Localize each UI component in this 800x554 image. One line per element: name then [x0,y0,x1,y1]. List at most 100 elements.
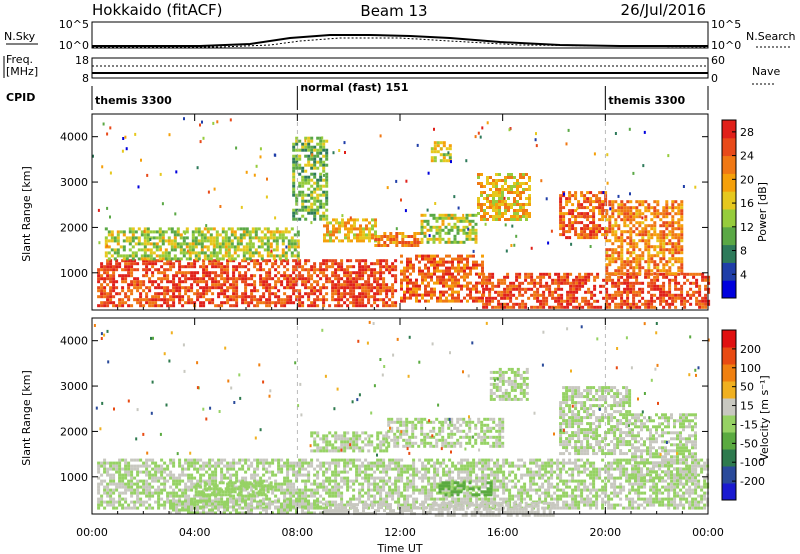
power-cell [671,278,675,282]
power-cell [202,268,206,272]
power-cell [310,289,314,293]
velocity-cell [334,500,338,504]
power-cell [160,304,164,308]
power-cell [595,224,599,228]
power-cell [239,239,243,243]
power-cell [524,290,528,294]
power-cell [501,203,504,206]
velocity-cell [220,479,224,483]
power-cell [316,181,320,185]
velocity-cell [325,485,329,489]
velocity-cell [328,491,332,495]
power-cell [480,209,483,212]
velocity-cell [277,470,281,474]
power-cell [528,176,531,179]
velocity-cell [145,464,149,468]
power-cell [530,293,534,297]
velocity-cell [394,464,398,468]
velocity-cell [130,494,134,498]
power-cell [404,235,408,238]
power-cell [611,284,615,288]
power-cell [310,136,314,140]
power-cell [468,213,472,217]
velocity-cell [109,500,113,504]
velocity-cell [217,497,221,501]
power-cell [245,248,249,252]
power-cell [304,259,308,263]
power-cell [513,182,516,185]
power-cell [163,268,167,272]
power-cell [398,241,402,244]
velocity-cell [325,461,329,465]
velocity-cell [97,467,101,471]
power-cell [394,265,398,269]
power-cell [668,239,672,243]
power-cell [495,215,498,218]
power-cell [307,175,311,179]
velocity-cell [286,482,290,486]
power-cell [337,280,341,284]
power-cell [680,302,684,306]
date-title: 26/Jul/2016 [621,1,706,19]
power-cell [662,248,666,252]
power-cell [106,292,110,296]
power-cell [577,206,581,210]
power-cell [486,176,489,179]
power-cell [268,259,272,263]
power-cell [202,304,206,308]
power-cell [361,268,365,272]
power-cell [103,268,107,272]
power-cell [623,224,627,228]
power-cell [289,277,293,281]
power-cell [128,242,132,246]
velocity-cell [367,485,371,489]
velocity-cell [109,461,113,465]
power-scatter-cell [450,160,452,164]
power-cell [325,286,329,290]
power-cell [519,215,522,218]
velocity-cell [205,461,209,465]
velocity-cell [379,494,383,498]
velocity-cell [124,458,128,462]
power-cell [280,298,284,302]
power-cell [230,242,234,246]
power-cell [295,208,299,212]
power-cell [380,238,384,241]
power-cell [533,284,537,288]
power-cell [472,284,475,288]
power-cell [403,272,406,276]
power-cell [263,227,267,231]
power-cell [160,259,164,263]
power-cell [245,242,249,246]
power-cell [319,277,323,281]
power-cell [322,283,326,287]
power-cell [316,283,320,287]
velocity-cell [334,470,338,474]
freq-tick-bottom: 8 [82,72,89,85]
velocity-cell [316,503,320,507]
power-cell [143,239,147,243]
power-cell [482,281,486,285]
power-cell [524,305,528,309]
velocity-cell [322,482,326,486]
power-cell [592,218,596,222]
velocity-cell [376,458,380,462]
power-cell [592,221,596,225]
power-cell [343,271,347,275]
power-cell [620,299,624,303]
freq-label-2: [MHz] [6,65,38,78]
velocity-cell [352,479,356,483]
power-cell [173,239,177,243]
power-cell [209,236,213,240]
power-cell [445,269,448,273]
power-cell [491,272,495,276]
power-cell [266,227,270,231]
power-cell [382,265,386,269]
power-cell [352,292,356,296]
power-cell [110,236,114,240]
power-cell [293,245,297,249]
power-cell [592,215,596,219]
power-cell [568,230,572,234]
nave-tick-bottom: 0 [711,72,718,85]
